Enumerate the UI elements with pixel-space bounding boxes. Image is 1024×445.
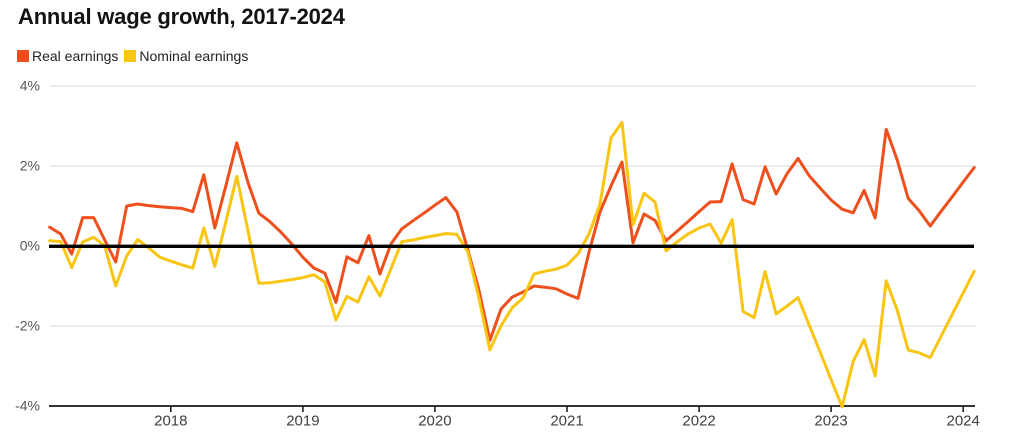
svg-text:2018: 2018 (154, 413, 187, 430)
svg-text:2024: 2024 (947, 413, 980, 430)
svg-text:2%: 2% (20, 158, 40, 174)
svg-text:-2%: -2% (15, 318, 40, 334)
svg-text:2021: 2021 (550, 413, 583, 430)
svg-text:-4%: -4% (15, 398, 40, 414)
svg-text:2019: 2019 (286, 413, 319, 430)
svg-text:2023: 2023 (814, 413, 847, 430)
svg-text:0%: 0% (20, 238, 40, 254)
svg-text:4%: 4% (20, 78, 40, 94)
svg-text:2020: 2020 (418, 413, 451, 430)
svg-text:2022: 2022 (682, 413, 715, 430)
